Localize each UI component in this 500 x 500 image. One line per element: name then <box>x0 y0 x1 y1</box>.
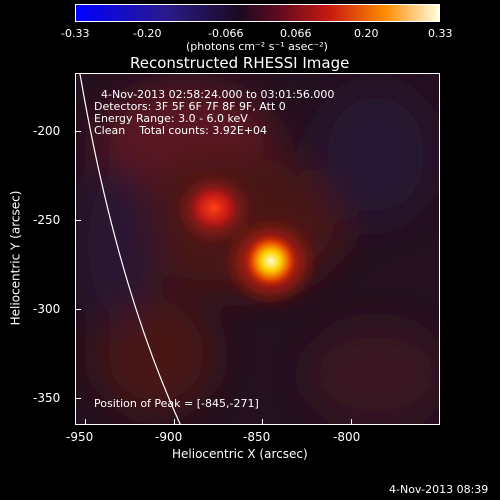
solar-limb <box>79 74 181 424</box>
y-tick-label: -200 <box>33 124 61 138</box>
colorbar <box>75 4 440 22</box>
x-tick-label: -800 <box>333 430 361 444</box>
x-tick-label: -900 <box>155 430 183 444</box>
colorbar-units: (photons cm⁻² s⁻¹ asec⁻²) <box>186 40 328 53</box>
image-map: 4-Nov-2013 02:58:24.000 to 03:01:56.000 … <box>75 73 440 425</box>
x-tick-label: -950 <box>66 430 94 444</box>
x-axis-label: Heliocentric X (arcsec) <box>172 447 308 461</box>
colorbar-tick: 0.066 <box>280 27 312 40</box>
y-tick-label: -350 <box>33 391 61 405</box>
info-time-range: 4-Nov-2013 02:58:24.000 to 03:01:56.000 <box>101 88 335 101</box>
y-tick-label: -250 <box>33 213 61 227</box>
peak-position: Position of Peak = [-845,-271] <box>94 397 259 410</box>
y-axis-label: Heliocentric Y (arcsec) <box>8 190 23 326</box>
colorbar-tick: -0.20 <box>133 27 162 40</box>
page-title: Reconstructed RHESSI Image <box>130 54 350 72</box>
info-clean: Clean Total counts: 3.92E+04 <box>94 124 268 137</box>
footer-timestamp: 4-Nov-2013 08:39 <box>389 483 489 496</box>
colorbar-tick: -0.066 <box>208 27 244 40</box>
colorbar-tick: 0.33 <box>428 27 453 40</box>
x-tick-label: -850 <box>243 430 271 444</box>
colorbar-tick: -0.33 <box>61 27 90 40</box>
colorbar-tick: 0.20 <box>354 27 379 40</box>
y-tick-label: -300 <box>33 302 61 316</box>
info-energy: Energy Range: 3.0 - 6.0 keV <box>94 112 248 125</box>
info-detectors: Detectors: 3F 5F 6F 7F 8F 9F, Att 0 <box>94 100 286 113</box>
